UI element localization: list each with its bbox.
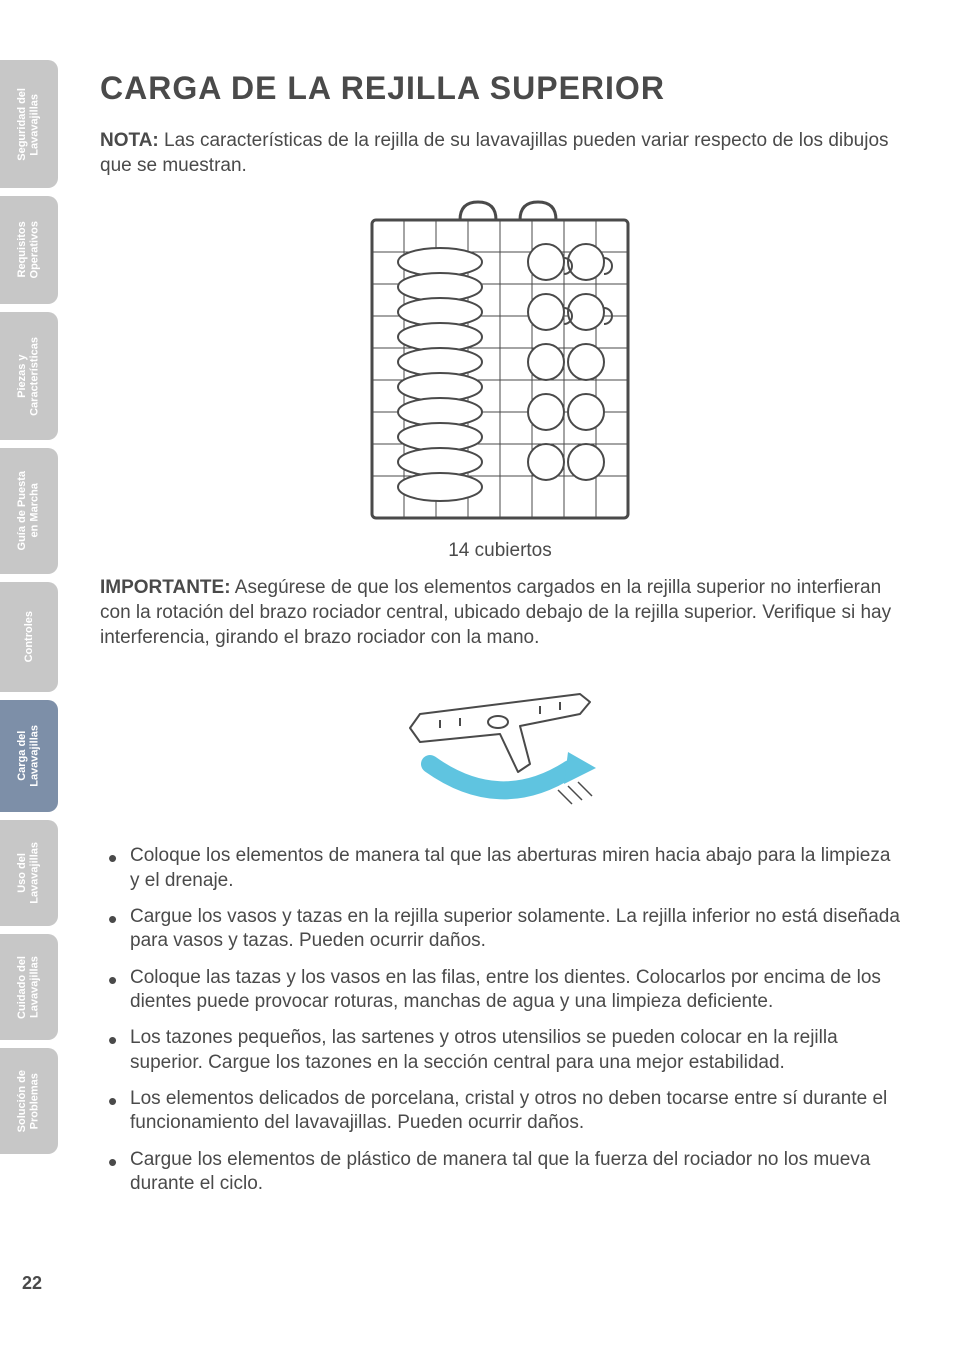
sidebar-tab-2[interactable]: Piezas yCaracterísticas [0,312,58,440]
important-paragraph: IMPORTANTE: Asegúrese de que los element… [100,576,900,650]
page-content: CARGA DE LA REJILLA SUPERIOR NOTA: Las c… [100,70,900,1208]
page-title: CARGA DE LA REJILLA SUPERIOR [100,70,900,107]
note-text: Las características de la rejilla de su … [100,130,889,176]
note-paragraph: NOTA: Las características de la rejilla … [100,129,900,178]
sidebar-tab-label: Controles [23,611,36,662]
rack-figure: 14 cubiertos [100,192,900,562]
bullet-item: Cargue los vasos y tazas en la rejilla s… [100,905,900,954]
bullet-item: Coloque los elementos de manera tal que … [100,844,900,893]
bullet-item: Los elementos delicados de porcelana, cr… [100,1087,900,1136]
bullet-list: Coloque los elementos de manera tal que … [100,844,900,1196]
sidebar-tab-label: Seguridad delLavavajillas [16,88,41,161]
arm-figure [100,664,900,830]
sidebar-tab-label: Carga delLavavajillas [16,725,41,787]
figure-caption: 14 cubiertos [448,540,552,562]
sidebar-tab-1[interactable]: RequisitosOperativos [0,196,58,304]
sidebar-tab-7[interactable]: Cuidado delLavavajillas [0,934,58,1040]
bullet-item: Coloque las tazas y los vasos en las fil… [100,966,900,1015]
page-number: 22 [22,1273,42,1294]
important-label: IMPORTANTE: [100,577,231,598]
bullet-item: Cargue los elementos de plástico de mane… [100,1148,900,1197]
sidebar-tab-0[interactable]: Seguridad delLavavajillas [0,60,58,188]
rack-diagram-icon [360,192,640,532]
sidebar-tab-5[interactable]: Carga delLavavajillas [0,700,58,812]
sidebar-tab-3[interactable]: Guía de Puestaen Marcha [0,448,58,574]
sidebar-tab-label: Cuidado delLavavajillas [16,956,41,1019]
sidebar-tab-label: Piezas yCaracterísticas [16,337,41,416]
sidebar-tab-label: Solución deProblemas [16,1070,41,1132]
sidebar-tab-6[interactable]: Uso delLavavajillas [0,820,58,926]
note-label: NOTA: [100,130,159,151]
bullet-item: Los tazones pequeños, las sartenes y otr… [100,1026,900,1075]
spray-arm-icon [390,664,610,824]
sidebar-tab-label: Guía de Puestaen Marcha [16,471,41,550]
sidebar-tab-4[interactable]: Controles [0,582,58,692]
sidebar-tabs: Seguridad delLavavajillas RequisitosOpera… [0,60,58,1154]
sidebar-tab-8[interactable]: Solución deProblemas [0,1048,58,1154]
sidebar-tab-label: RequisitosOperativos [16,221,41,278]
sidebar-tab-label: Uso delLavavajillas [16,842,41,904]
